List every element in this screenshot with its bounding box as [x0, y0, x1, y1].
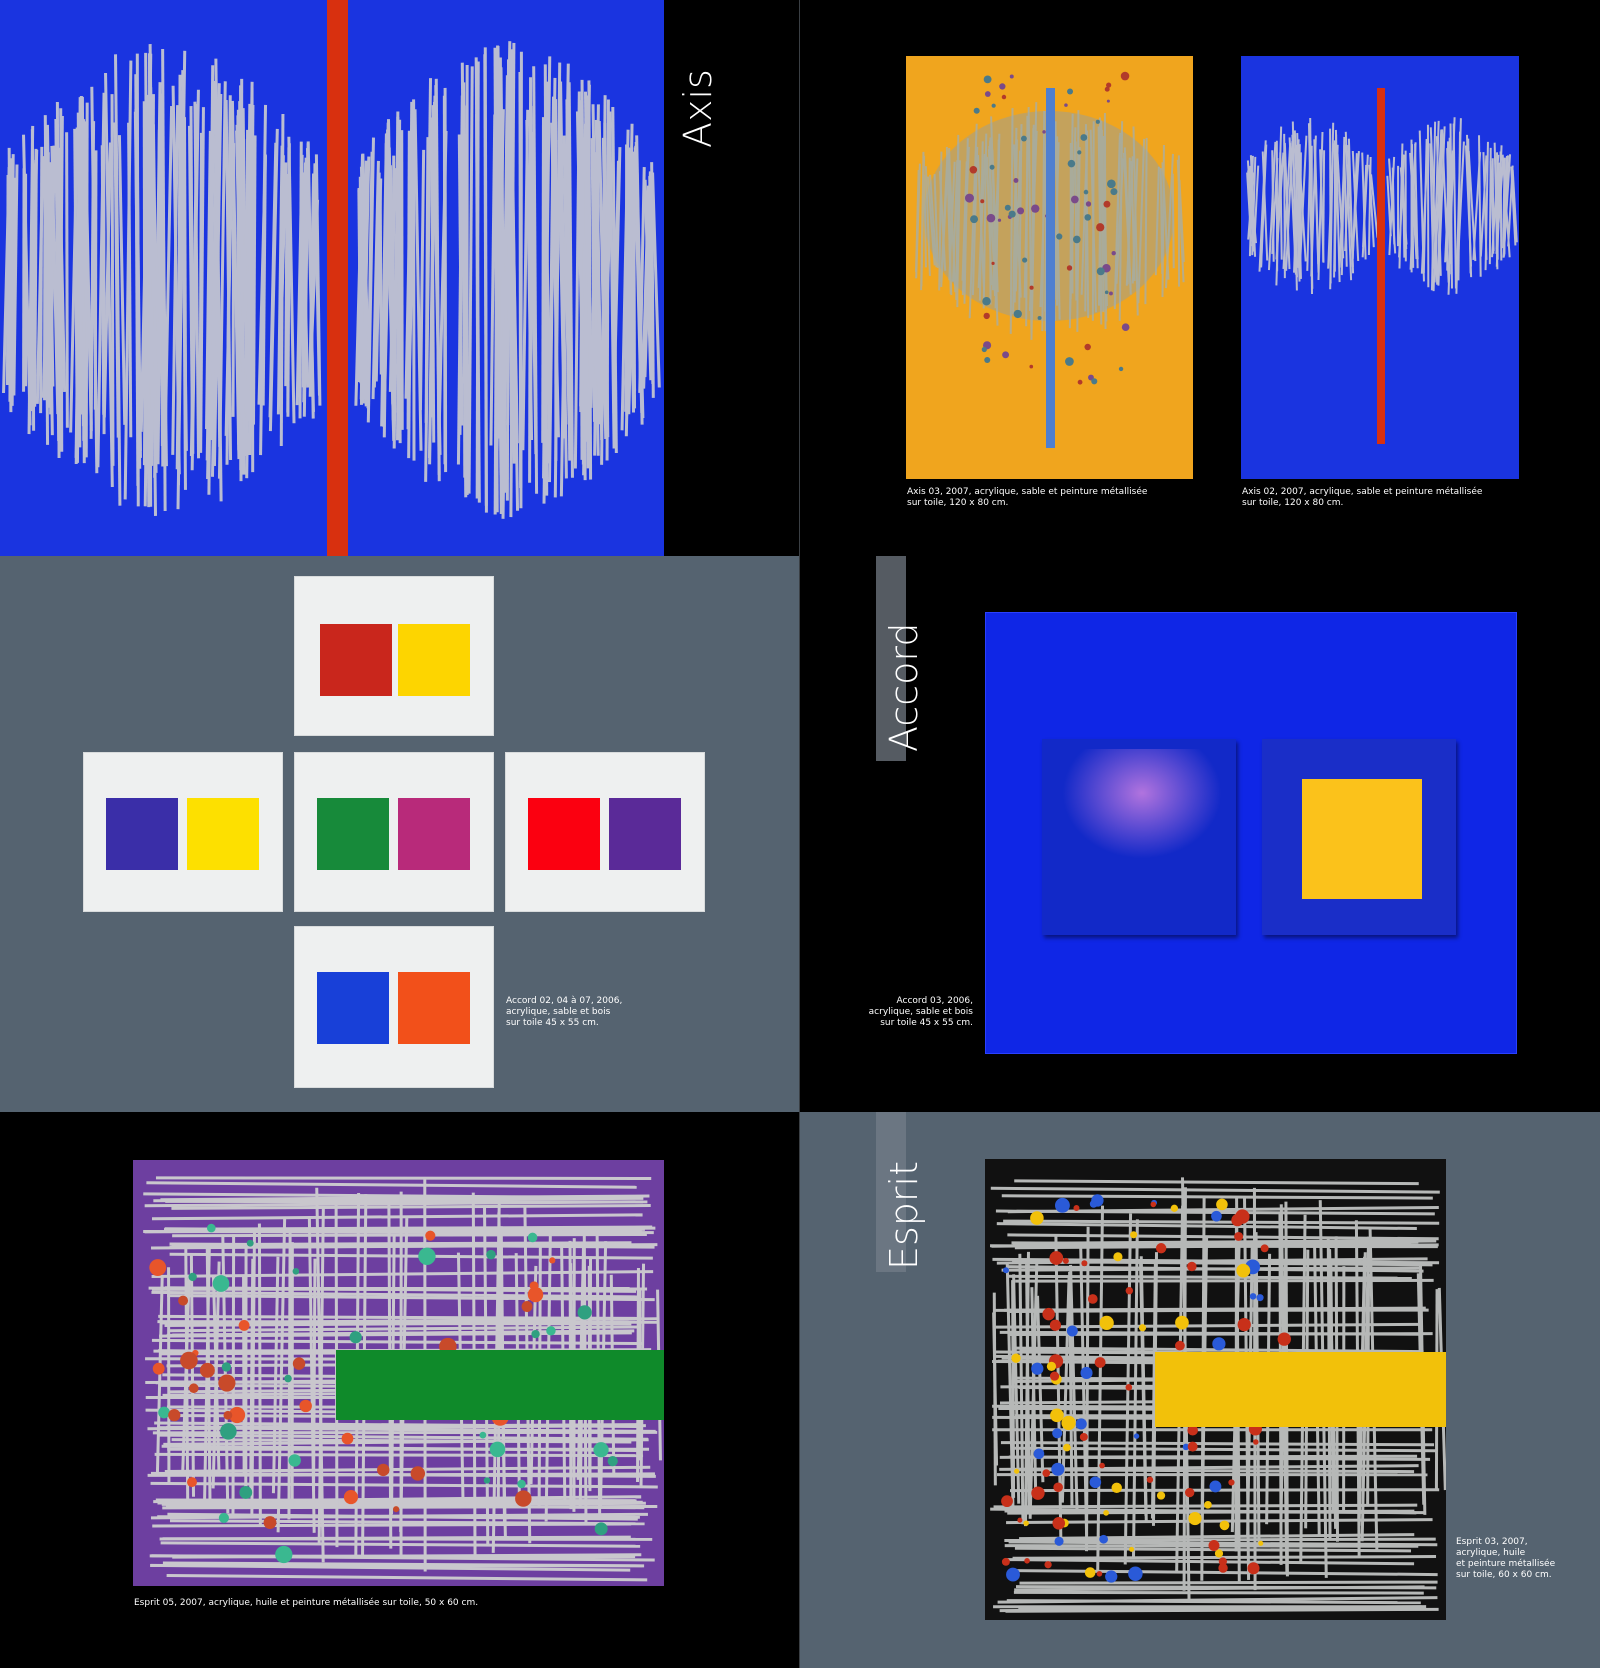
accord-tile-top: [294, 576, 494, 736]
accord03-right-canvas: [1262, 739, 1456, 935]
accord-tile-center: [294, 752, 494, 912]
accord-square-blue: [106, 798, 178, 870]
axis03-painting: [906, 56, 1193, 479]
accord-square-magenta: [398, 798, 470, 870]
accord-square-yellow: [398, 624, 470, 696]
accord-square-purple: [609, 798, 681, 870]
axis-title: Axis: [676, 69, 720, 148]
esprit03-panel: Esprit Esprit 03, 2007, acrylique, huile…: [800, 1112, 1600, 1668]
axis03-caption: Axis 03, 2007, acrylique, sable et peint…: [907, 487, 1148, 508]
axis02-painting: [1241, 56, 1519, 479]
esprit05-caption: Esprit 05, 2007, acrylique, huile et pei…: [134, 1598, 479, 1608]
accord-square-yellow: [187, 798, 259, 870]
accord-detail-panel: Accord Accord 03, 2006, acrylique, sable…: [800, 556, 1600, 1112]
axis-hero-painting: [0, 0, 664, 556]
accord-tile-right: [505, 752, 705, 912]
accord03-caption: Accord 03, 2006, acrylique, sable et boi…: [868, 996, 973, 1028]
axis-detail-panel: Axis 03, 2007, acrylique, sable et peint…: [800, 0, 1600, 556]
esprit-title-bar: [876, 1112, 906, 1272]
accord-square-red: [528, 798, 600, 870]
accord-square-orange: [398, 972, 470, 1044]
esprit05-panel: Esprit 05, 2007, acrylique, huile et pei…: [0, 1112, 800, 1668]
accord-square-red: [320, 624, 392, 696]
accord-cross-panel: Accord 02, 04 à 07, 2006, acrylique, sab…: [0, 556, 800, 1112]
spread-divider: [799, 0, 800, 1668]
esprit-title: Esprit: [882, 1160, 926, 1270]
accord-square-blue: [317, 972, 389, 1044]
accord03-yellow-square: [1302, 779, 1422, 899]
accord-square-green: [317, 798, 389, 870]
accord-tile-left: [83, 752, 283, 912]
axis02-caption: Axis 02, 2007, acrylique, sable et peint…: [1242, 487, 1483, 508]
accord03-left-canvas: [1042, 739, 1236, 935]
esprit03-painting: [985, 1159, 1446, 1620]
esprit03-caption: Esprit 03, 2007, acrylique, huile et pei…: [1456, 1537, 1556, 1580]
axis-hero-panel: Axis: [0, 0, 800, 556]
accord-title: Accord: [882, 622, 926, 752]
accord02-caption: Accord 02, 04 à 07, 2006, acrylique, sab…: [506, 996, 623, 1028]
accord-title-bar: [876, 556, 906, 761]
accord03-painting: [985, 612, 1517, 1054]
accord-tile-bottom: [294, 926, 494, 1088]
esprit05-painting: [133, 1160, 664, 1586]
accord03-pink-haze: [1062, 749, 1222, 859]
